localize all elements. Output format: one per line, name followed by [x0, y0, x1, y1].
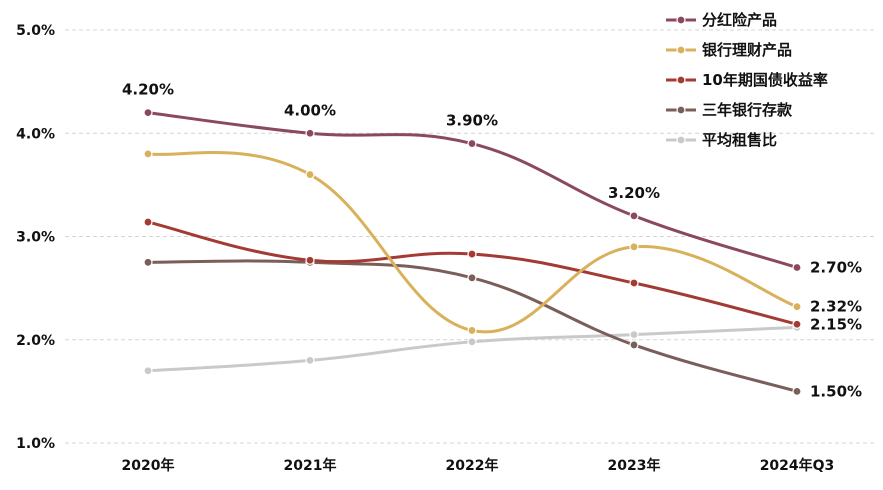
series-line [146, 111, 799, 269]
data-point [467, 249, 477, 259]
legend-item: 平均租售比 [666, 131, 777, 149]
y-tick-label: 2.0% [16, 333, 55, 349]
data-label: 2.32% [810, 298, 862, 316]
series-group [143, 107, 802, 396]
data-point [305, 355, 315, 365]
data-label: 4.20% [122, 81, 174, 99]
data-point [629, 242, 639, 252]
legend-item: 10年期国债收益率 [666, 71, 828, 89]
data-point [143, 257, 153, 267]
data-point [143, 366, 153, 376]
legend-label: 10年期国债收益率 [702, 71, 828, 89]
data-point [792, 319, 802, 329]
legend-item: 三年银行存款 [666, 101, 793, 119]
data-point [467, 337, 477, 347]
data-labels: 4.20% 4.00% 3.90% 3.20% 2.70% 2.32%2.15% 1.50% [122, 81, 862, 401]
data-point [629, 211, 639, 221]
y-tick-label: 3.0% [16, 230, 55, 246]
data-point [629, 340, 639, 350]
data-point [792, 386, 802, 396]
legend-item: 银行理财产品 [666, 41, 792, 59]
data-label: 4.00% [284, 101, 336, 119]
y-tick-label: 5.0% [16, 23, 55, 39]
data-point [629, 278, 639, 288]
legend-swatch-marker [676, 15, 686, 25]
x-tick-label: 2020年 [122, 457, 175, 474]
data-label: 2.15% [810, 315, 862, 333]
data-label: 3.90% [446, 112, 498, 130]
data-point [305, 255, 315, 265]
data-point [792, 302, 802, 312]
legend-swatch-marker [676, 45, 686, 55]
data-point [792, 262, 802, 273]
data-point [143, 107, 153, 118]
y-axis: 1.0% 2.0% 3.0% 4.0% 5.0% [16, 23, 55, 452]
x-axis: 2020年 2021年 2022年 2023年 2024年Q3 [122, 457, 835, 474]
legend-item: 分红险产品 [666, 11, 777, 29]
legend-swatch-marker [676, 135, 686, 145]
data-label: 2.70% [810, 258, 862, 276]
legend-swatch-marker [676, 75, 686, 85]
data-point [467, 325, 477, 336]
y-tick-label: 4.0% [16, 126, 55, 142]
data-label: 1.50% [810, 382, 862, 400]
data-point [305, 169, 315, 180]
x-tick-label: 2022年 [446, 457, 499, 474]
series-line [146, 151, 799, 334]
y-tick-label: 1.0% [16, 436, 55, 452]
legend-swatch-marker [676, 105, 686, 115]
data-label: 3.20% [608, 184, 660, 202]
legend-label: 分红险产品 [702, 11, 777, 29]
data-point [143, 149, 153, 159]
data-point [305, 128, 315, 138]
data-point [467, 273, 477, 283]
legend-label: 银行理财产品 [702, 41, 792, 59]
legend-label: 三年银行存款 [702, 101, 793, 119]
data-point [467, 138, 477, 149]
data-point [629, 329, 639, 340]
x-tick-label: 2023年 [608, 457, 661, 474]
data-point [143, 217, 153, 227]
x-tick-label: 2021年 [284, 457, 337, 474]
legend-label: 平均租售比 [702, 131, 777, 149]
x-tick-label: 2024年Q3 [760, 457, 835, 474]
